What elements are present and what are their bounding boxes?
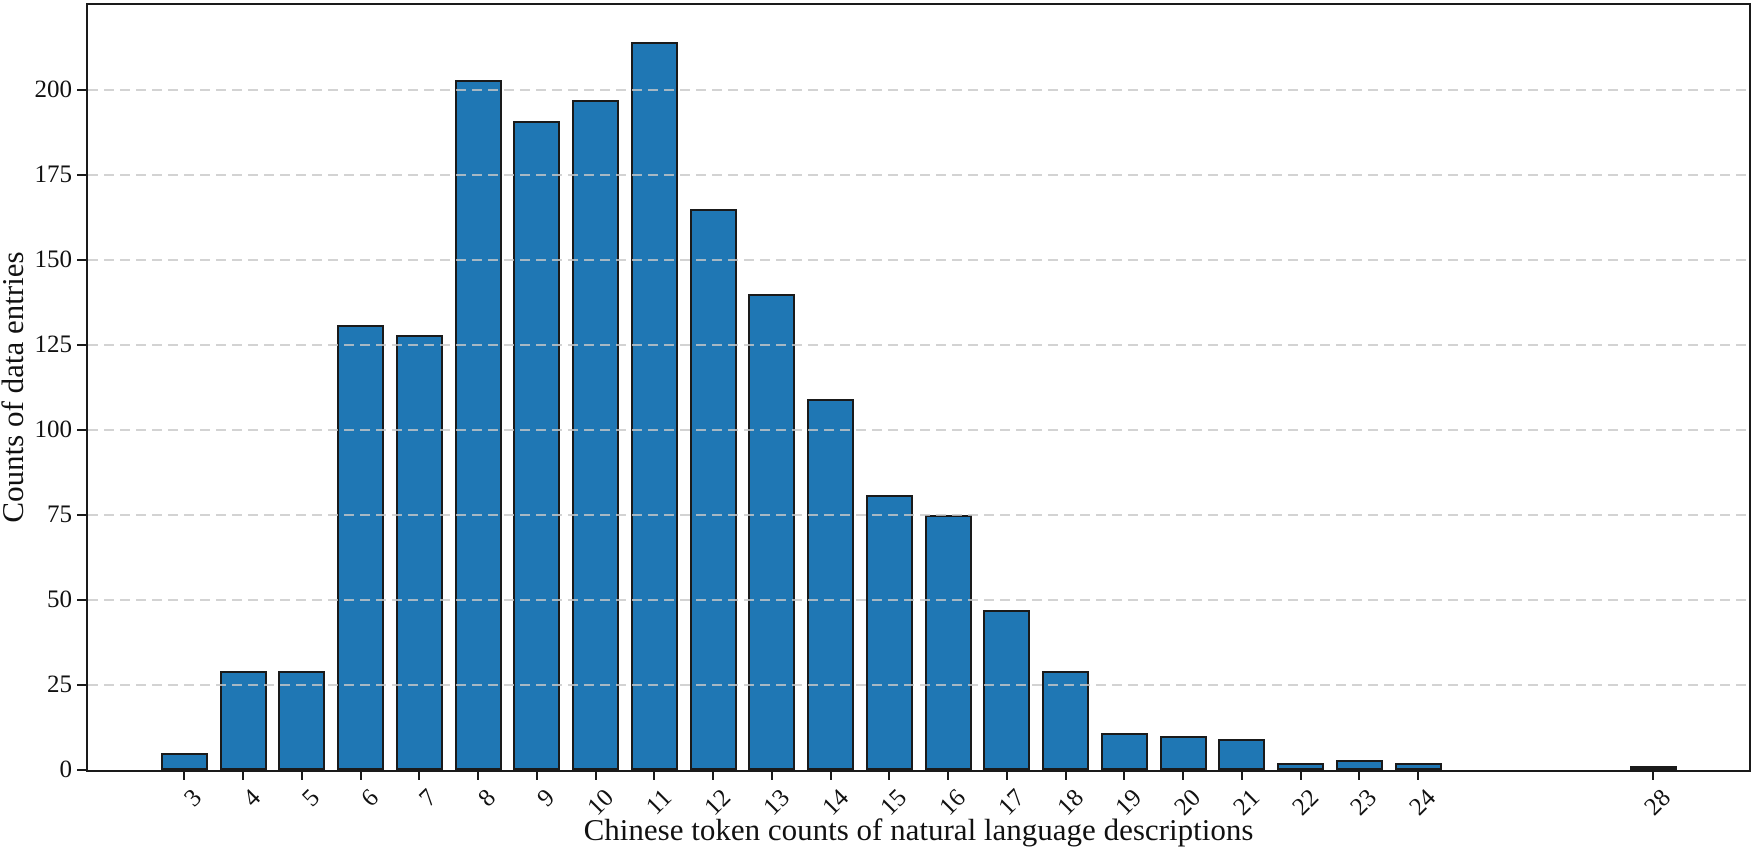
- x-tick-mark: [947, 772, 950, 780]
- bar-x5: [278, 671, 326, 770]
- x-tick-mark: [829, 772, 832, 780]
- x-tick-mark: [183, 772, 186, 780]
- x-tick-mark: [1358, 772, 1361, 780]
- bar-x14: [807, 399, 855, 770]
- y-tick-label-75: 75: [47, 501, 72, 528]
- y-tick-label-125: 125: [34, 331, 73, 358]
- y-tick-label-50: 50: [47, 586, 72, 613]
- bar-x12: [689, 209, 737, 770]
- x-tick-mark: [1005, 772, 1008, 780]
- x-tick-mark: [1240, 772, 1243, 780]
- x-tick-mark: [1299, 772, 1302, 780]
- y-tick-label-150: 150: [34, 246, 73, 273]
- x-tick-mark: [359, 772, 362, 780]
- bar-x10: [572, 100, 620, 770]
- y-tick-mark: [77, 174, 86, 176]
- bar-x19: [1100, 733, 1148, 770]
- bar-x17: [983, 610, 1031, 770]
- y-tick-mark: [77, 344, 86, 346]
- x-tick-mark: [300, 772, 303, 780]
- x-axis-label: Chinese token counts of natural language…: [583, 812, 1254, 847]
- bar-x23: [1335, 760, 1383, 770]
- x-tick-mark: [594, 772, 597, 780]
- bar-x28: [1629, 766, 1677, 770]
- x-tick-mark: [1652, 772, 1655, 780]
- x-tick-mark: [770, 772, 773, 780]
- x-tick-mark: [535, 772, 538, 780]
- y-tick-mark: [77, 89, 86, 91]
- bar-x20: [1159, 736, 1207, 770]
- x-tick-mark: [242, 772, 245, 780]
- x-tick-mark: [1123, 772, 1126, 780]
- bar-x11: [630, 42, 678, 770]
- bar-x15: [865, 495, 913, 770]
- x-tick-mark: [418, 772, 421, 780]
- bar-x7: [395, 335, 443, 770]
- bar-x6: [337, 325, 385, 770]
- x-tick-mark: [1064, 772, 1067, 780]
- y-tick-label-200: 200: [34, 76, 73, 103]
- bar-x8: [454, 80, 502, 770]
- bar-x4: [219, 671, 267, 770]
- plot-area: [86, 3, 1751, 772]
- y-tick-label-25: 25: [47, 671, 72, 698]
- bars-layer: [88, 5, 1749, 770]
- bar-x16: [924, 515, 972, 770]
- x-tick-mark: [712, 772, 715, 780]
- x-tick-mark: [888, 772, 891, 780]
- y-tick-label-0: 0: [59, 756, 73, 783]
- bar-x18: [1042, 671, 1090, 770]
- y-tick-mark: [77, 769, 86, 771]
- bar-x21: [1218, 739, 1266, 770]
- y-tick-label-175: 175: [34, 161, 73, 188]
- bar-x3: [160, 753, 208, 770]
- y-axis-label: Counts of data entries: [0, 251, 30, 523]
- x-tick-mark: [1182, 772, 1185, 780]
- x-tick-mark: [653, 772, 656, 780]
- y-tick-mark: [77, 514, 86, 516]
- y-tick-mark: [77, 599, 86, 601]
- x-tick-mark: [477, 772, 480, 780]
- y-tick-mark: [77, 429, 86, 431]
- bar-x13: [748, 294, 796, 770]
- y-tick-label-100: 100: [34, 416, 73, 443]
- x-tick-mark: [1417, 772, 1420, 780]
- y-tick-mark: [77, 684, 86, 686]
- bar-x9: [513, 121, 561, 770]
- bar-x24: [1394, 763, 1442, 770]
- bar-x22: [1277, 763, 1325, 770]
- y-tick-mark: [77, 259, 86, 261]
